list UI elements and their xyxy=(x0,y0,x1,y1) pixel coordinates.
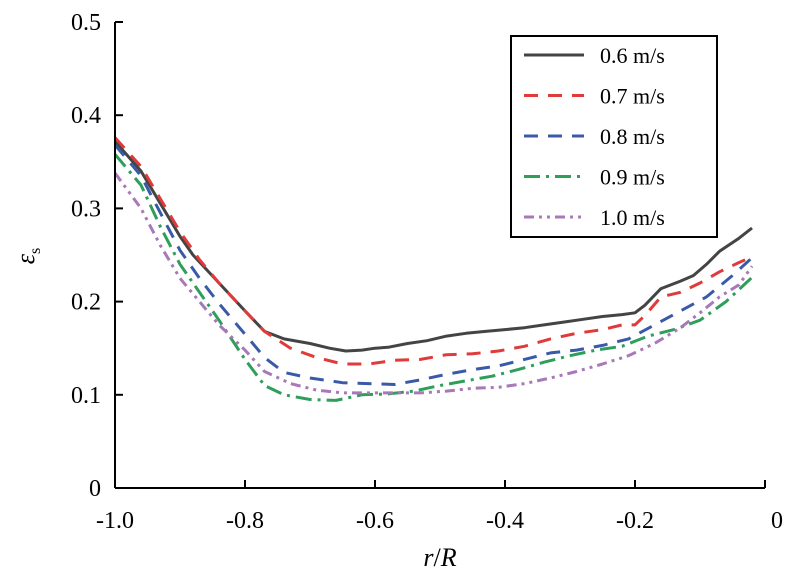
legend-label-5: 1.0 m/s xyxy=(600,205,665,230)
legend-label-1: 0.6 m/s xyxy=(600,43,665,68)
x-axis-title: r/R xyxy=(423,543,456,572)
legend-label-4: 0.9 m/s xyxy=(600,165,665,190)
y-tick-label: 0.3 xyxy=(71,196,101,222)
y-tick-label: 0.4 xyxy=(71,103,101,129)
y-tick-label: 0 xyxy=(89,476,101,502)
series-line-1 xyxy=(113,140,753,353)
y-axis-title: εs xyxy=(11,248,44,264)
axes xyxy=(114,21,766,489)
legend-label-3: 0.8 m/s xyxy=(600,124,665,149)
legend-label-2: 0.7 m/s xyxy=(600,84,665,109)
legend-box xyxy=(510,35,718,238)
series-line-4 xyxy=(113,153,754,402)
legend: 0.6 m/s 0.7 m/s 0.8 m/s 0.9 m/s 1.0 m/s xyxy=(510,35,718,238)
x-tick-label: -1.0 xyxy=(96,508,134,534)
y-tick-label: 0.5 xyxy=(71,10,101,36)
series-line-2 xyxy=(113,136,753,366)
y-tick-label: 0.2 xyxy=(71,290,101,316)
series-layer xyxy=(113,136,754,402)
x-tick-label: -0.4 xyxy=(486,508,524,534)
x-tick-label: -0.8 xyxy=(226,508,264,534)
tick-labels: 0 0.1 0.2 0.3 0.4 0.5 -1.0 -0.8 -0.6 -0.4 -0.2 0 xyxy=(71,10,783,534)
x-tick-label: -0.6 xyxy=(356,508,394,534)
x-tick-label: -0.2 xyxy=(616,508,654,534)
series-line-3 xyxy=(113,144,754,386)
y-tick-label: 0.1 xyxy=(71,383,101,409)
x-tick-label: 0 xyxy=(771,508,783,534)
